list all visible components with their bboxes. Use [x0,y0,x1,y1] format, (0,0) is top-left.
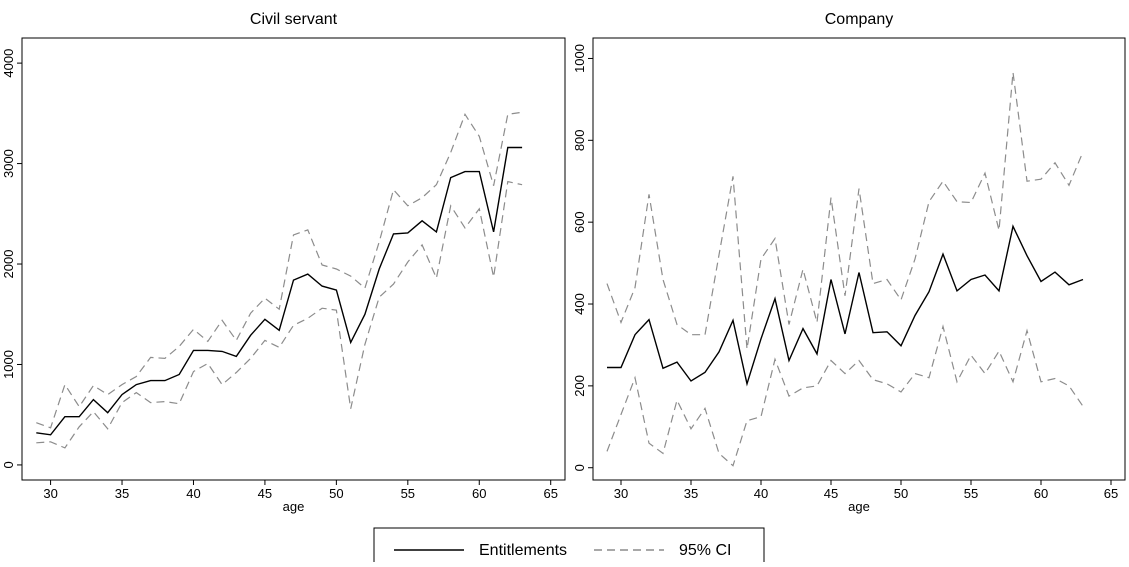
x-axis-label: age [283,499,305,514]
series-line [36,180,523,449]
legend-box [373,527,765,567]
y-tick-label: 0 [572,464,587,471]
legend-label: Entitlements [479,542,567,559]
x-tick-label: 50 [894,486,908,501]
chart-title: Civil servant [250,11,338,28]
x-tick-label: 35 [684,486,698,501]
x-tick-label: 55 [964,486,978,501]
series-line [606,72,1084,350]
legend-label: 95% CI [679,542,731,559]
x-tick-label: 60 [1034,486,1048,501]
y-tick-label: 400 [572,293,587,315]
x-tick-label: 30 [43,486,57,501]
y-tick-label: 2000 [1,250,16,279]
x-tick-label: 30 [614,486,628,501]
x-tick-label: 55 [401,486,415,501]
y-tick-label: 1000 [1,350,16,379]
x-tick-label: 50 [329,486,343,501]
chart-title: Company [825,11,893,28]
x-tick-label: 45 [824,486,838,501]
y-tick-label: 200 [572,375,587,397]
series-line [606,324,1084,467]
x-tick-label: 35 [115,486,129,501]
x-axis-label: age [848,499,870,514]
series-line [607,224,1084,387]
series-line [36,146,523,436]
x-tick-label: 65 [1104,486,1118,501]
y-tick-label: 4000 [1,49,16,78]
series-line [36,111,523,429]
plot-frame [592,37,1126,481]
y-tick-label: 600 [572,211,587,233]
x-tick-label: 65 [543,486,557,501]
x-tick-label: 40 [754,486,768,501]
plot-frame [21,37,566,481]
y-tick-label: 1000 [572,44,587,73]
x-tick-label: 45 [258,486,272,501]
y-tick-label: 0 [1,461,16,468]
y-tick-label: 3000 [1,149,16,178]
y-tick-label: 800 [572,129,587,151]
x-tick-label: 60 [472,486,486,501]
x-tick-label: 40 [186,486,200,501]
